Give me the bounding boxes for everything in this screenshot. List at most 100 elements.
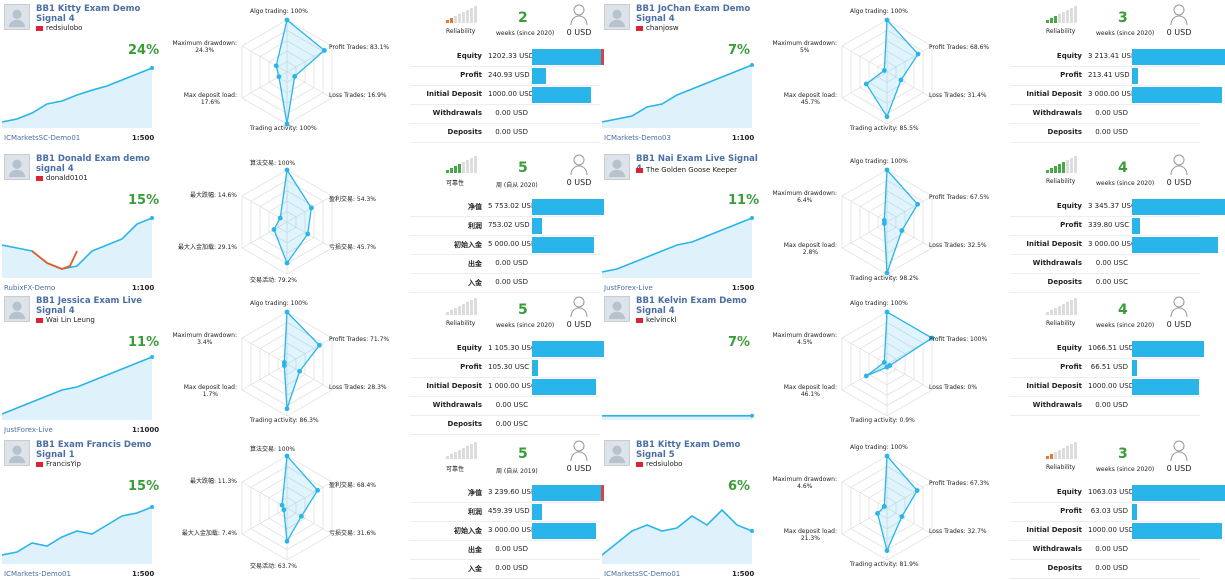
radar-label: Loss Trades: 28.3% — [329, 384, 387, 391]
stat-value: 753.02 USD — [488, 221, 530, 229]
weeks-count: 4 — [1118, 160, 1128, 176]
signal-title[interactable]: BB1 Kitty Exam Demo Signal 4 — [36, 4, 141, 24]
avatar[interactable] — [4, 296, 30, 322]
radar-point — [915, 201, 921, 207]
stat-value: 0.00 USD — [1095, 109, 1128, 117]
radar-label: Profit Trades: 68.6% — [929, 44, 990, 51]
avatar[interactable] — [4, 154, 30, 180]
stat-value: 3 000.00 USD — [1088, 90, 1137, 98]
radar-point — [884, 270, 890, 276]
stat-label: Withdrawals — [1032, 259, 1082, 267]
stat-row: 初始入金 5 000.00 USD — [410, 236, 600, 255]
growth-end-point — [750, 413, 754, 418]
signal-title[interactable]: BB1 Donald Exam demo signal 4 — [36, 154, 150, 174]
avatar[interactable] — [604, 4, 630, 30]
signal-title[interactable]: BB1 Jessica Exam Live Signal 4 — [36, 296, 143, 316]
author-name[interactable]: chanjosw — [636, 24, 679, 32]
row-divider — [410, 235, 600, 236]
radar-shape — [865, 18, 919, 119]
radar-shape — [281, 454, 319, 544]
signal-title[interactable]: BB1 Kitty Exam Demo Signal 5 — [636, 440, 741, 460]
avatar[interactable] — [4, 4, 30, 30]
avatar[interactable] — [4, 440, 30, 466]
growth-value: 11% — [728, 193, 760, 208]
growth-chart — [602, 216, 754, 278]
stat-label: Initial Deposit — [1026, 382, 1082, 390]
signal-card[interactable]: BB1 Kitty Exam Demo Signal 4 redsiulobo 24… — [0, 0, 604, 143]
stat-value: 3 213.41 USD — [1088, 52, 1137, 60]
author-name[interactable]: redsiulobo — [636, 460, 682, 468]
stat-value: 1 000.00 USC — [488, 382, 536, 390]
broker-name[interactable]: ICMarketsSC-Demo01 — [604, 570, 681, 578]
subscribers-icon — [569, 440, 589, 466]
avatar[interactable] — [604, 296, 630, 322]
stat-value: 3 000.00 USD — [488, 526, 537, 534]
broker-name[interactable]: JustForex-Live — [604, 284, 653, 292]
radar-axis — [886, 507, 933, 535]
stat-bar — [532, 218, 542, 234]
stat-value: 1066.51 USD — [1088, 344, 1135, 352]
row-divider — [1010, 292, 1200, 293]
author-name[interactable]: FrancisYip — [36, 460, 81, 468]
broker-name[interactable]: ICMarketsSC-Demo01 — [4, 134, 81, 142]
leverage-value: 1:1000 — [132, 426, 160, 434]
stat-value: 3 345.37 USC — [1088, 202, 1136, 210]
radar-axis — [886, 481, 933, 509]
radar-label: Max deposit load: 46.1% — [783, 384, 837, 398]
radar-point — [884, 453, 890, 459]
signal-card[interactable]: BB1 Kitty Exam Demo Signal 5 redsiulobo 6%… — [600, 436, 1225, 579]
broker-name[interactable]: ICMarkets-Demo01 — [4, 570, 71, 578]
author-name[interactable]: redsiulobo — [36, 24, 82, 32]
broker-name[interactable]: RubixFX-Demo — [4, 284, 56, 292]
signal-card[interactable]: BB1 Jessica Exam Live Signal 4 Wai Lin Le… — [0, 292, 604, 435]
stat-value: 0.00 USC — [1095, 259, 1128, 267]
signal-card[interactable]: BB1 Kelvin Exam Demo Signal 4 kelvinckl 7%… — [600, 292, 1204, 432]
row-divider — [1010, 540, 1200, 541]
stat-value: 0.00 USD — [495, 109, 528, 117]
avatar[interactable] — [604, 440, 630, 466]
stat-row: Initial Deposit 1000.00 USD — [410, 86, 600, 105]
author-label: redsiulobo — [46, 24, 83, 32]
stat-row: 入金 0.00 USD — [410, 560, 600, 579]
stat-value: 0.00 USD — [495, 564, 528, 572]
stat-value: 0.00 USD — [1095, 545, 1128, 553]
flag-icon — [36, 175, 43, 181]
radar-label: Profit Trades: 83.1% — [329, 44, 390, 51]
radar-chart: Algo trading: 100% Profit Trades: 71.7% Lo… — [172, 292, 415, 432]
author-name[interactable]: The Golden Goose Keeper — [636, 166, 737, 174]
broker-name[interactable]: ICMarkets-Demo03 — [604, 134, 671, 142]
signal-card[interactable]: BB1 JoChan Exam Demo Signal 4 chanjosw 7% I… — [600, 0, 1225, 143]
radar-chart: Algo trading: 100% Profit Trades: 67.5% Lo… — [772, 150, 1015, 290]
reliability-label: Reliability — [1046, 320, 1076, 327]
radar-shape — [883, 168, 919, 274]
stat-value: 3 239.60 USD — [488, 488, 537, 496]
stat-bar — [1132, 49, 1225, 65]
signal-card[interactable]: BB1 Nai Exam Live Signal 4The Golden Goo… — [600, 150, 1225, 293]
signal-card[interactable]: BB1 Donald Exam demo signal 4 donald0101 1… — [0, 150, 604, 293]
signal-card[interactable]: BB1 Exam Francis Demo Signal 1 FrancisYip… — [0, 436, 604, 579]
row-divider — [1010, 254, 1200, 255]
radar-point — [279, 502, 285, 508]
stat-label: Withdrawals — [1032, 401, 1082, 409]
growth-value: 7% — [728, 335, 751, 350]
radar-label: Trading activity: 85.5% — [850, 125, 919, 132]
avatar[interactable] — [604, 154, 630, 180]
growth-line — [2, 217, 153, 270]
author-name[interactable]: donald0101 — [36, 174, 88, 182]
stat-row: Equity 3 345.37 USC — [1010, 198, 1225, 217]
radar-label: Maximum drawdown: 6.4% — [772, 190, 837, 204]
author-name[interactable]: kelvinckl — [636, 316, 676, 324]
stat-bar-loss — [601, 49, 604, 65]
signal-title[interactable]: BB1 Exam Francis Demo Signal 1 — [36, 440, 152, 460]
weeks-count: 5 — [518, 446, 528, 462]
author-name[interactable]: Wai Lin Leung — [36, 316, 95, 324]
signal-title[interactable]: BB1 JoChan Exam Demo Signal 4 — [636, 4, 751, 24]
stat-label: Profit — [460, 363, 482, 371]
stat-value: 0.00 USC — [495, 420, 528, 428]
radar-point — [884, 364, 890, 370]
stat-bar — [532, 341, 604, 357]
weeks-count: 5 — [518, 302, 528, 318]
broker-name[interactable]: JustForex-Live — [4, 426, 53, 434]
signal-title[interactable]: BB1 Kelvin Exam Demo Signal 4 — [636, 296, 747, 316]
radar-point — [284, 538, 290, 544]
